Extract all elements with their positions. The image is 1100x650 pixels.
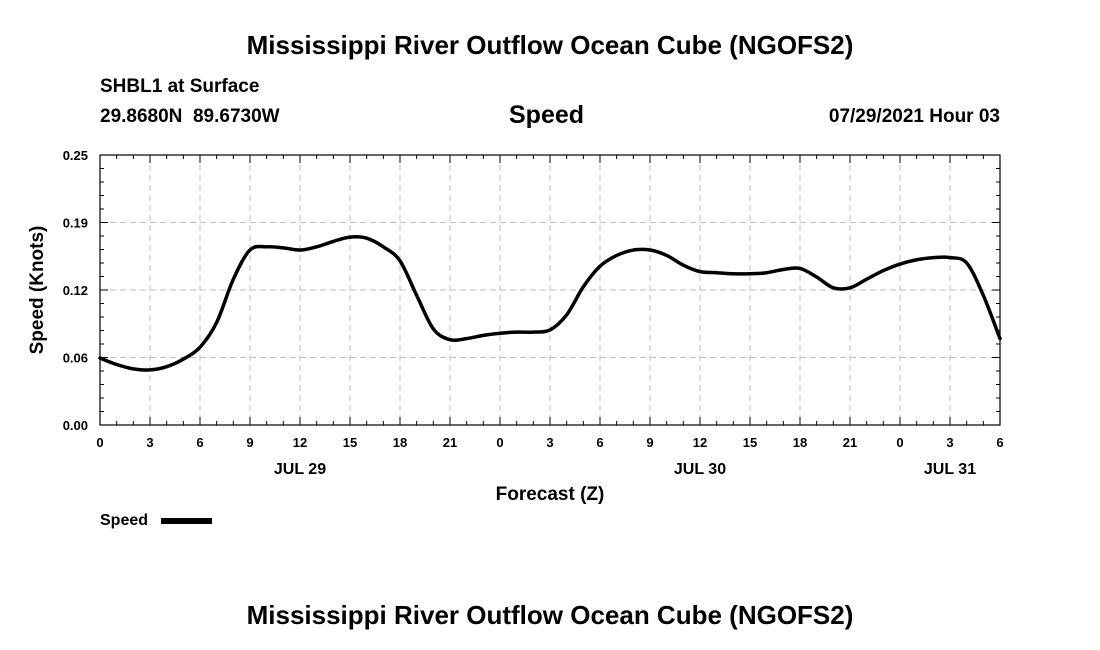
x-tick-label: 6 — [996, 435, 1003, 450]
x-tick-label: 9 — [646, 435, 653, 450]
date-label: JUL 31 — [924, 461, 976, 478]
data-point — [99, 357, 102, 360]
date-label: JUL 29 — [274, 461, 326, 478]
data-point — [665, 254, 668, 257]
coordinates-label: 29.8680N 89.6730W — [100, 106, 280, 127]
data-point — [449, 338, 452, 341]
x-tick-label: 21 — [443, 435, 457, 450]
y-tick-label: 0.06 — [63, 351, 88, 366]
data-point — [282, 246, 285, 249]
series-line-speed — [98, 235, 1002, 372]
data-point — [482, 334, 485, 337]
x-tick-label: 15 — [343, 435, 357, 450]
y-tick-label: 0.25 — [63, 148, 88, 163]
data-point — [732, 272, 735, 275]
datetime-label: 07/29/2021 Hour 03 — [828, 106, 1000, 127]
chart-grid — [100, 155, 1000, 425]
data-point — [549, 328, 552, 331]
data-point — [199, 346, 202, 349]
data-point — [165, 365, 168, 368]
data-point — [299, 249, 302, 252]
data-point — [515, 331, 518, 334]
data-point — [932, 256, 935, 259]
data-point — [132, 367, 135, 370]
data-point — [749, 272, 752, 275]
chart-title: Speed — [509, 101, 585, 129]
x-tick-label: 18 — [393, 435, 407, 450]
data-point — [315, 245, 318, 248]
data-point — [565, 313, 568, 316]
data-point — [599, 265, 602, 268]
date-label: JUL 30 — [674, 461, 726, 478]
data-point — [965, 262, 968, 265]
station-label: SHBL1 at Surface — [100, 76, 260, 97]
data-point — [899, 263, 902, 266]
data-point — [765, 271, 768, 274]
data-point — [915, 258, 918, 261]
chart-ticks — [99, 154, 1001, 426]
data-point — [582, 285, 585, 288]
data-point — [832, 286, 835, 289]
x-axis-label: Forecast (Z) — [496, 484, 605, 505]
data-point — [865, 278, 868, 281]
data-point — [699, 270, 702, 273]
x-tick-label: 3 — [546, 435, 553, 450]
data-point — [432, 327, 435, 330]
page-title-top: Mississippi River Outflow Ocean Cube (NG… — [246, 30, 854, 60]
x-tick-label: 3 — [946, 435, 953, 450]
data-point — [715, 271, 718, 274]
x-tick-label: 12 — [293, 435, 307, 450]
data-point — [465, 337, 468, 340]
data-point — [182, 358, 185, 361]
y-tick-label: 0.19 — [63, 216, 88, 231]
x-tick-label: 0 — [96, 435, 103, 450]
data-point — [415, 294, 418, 297]
x-tick-label: 12 — [693, 435, 707, 450]
x-tick-label: 15 — [743, 435, 757, 450]
data-point — [882, 269, 885, 272]
data-point — [982, 294, 985, 297]
data-point — [115, 363, 118, 366]
legend-label: Speed — [100, 512, 148, 529]
data-point — [365, 237, 368, 240]
x-tick-label: 18 — [793, 435, 807, 450]
y-tick-label: 0.00 — [63, 418, 88, 433]
data-point — [532, 331, 535, 334]
data-point — [999, 337, 1002, 340]
data-point — [799, 267, 802, 270]
plot-frame — [99, 154, 1001, 426]
data-point — [149, 368, 152, 371]
y-tick-label: 0.12 — [63, 283, 88, 298]
data-point — [265, 245, 268, 248]
data-point — [332, 240, 335, 243]
data-point — [399, 259, 402, 262]
data-point — [782, 268, 785, 271]
x-tick-label: 0 — [896, 435, 903, 450]
data-point — [215, 321, 218, 324]
x-tick-label: 6 — [196, 435, 203, 450]
y-axis-label: Speed (Knots) — [27, 226, 48, 355]
data-point — [815, 276, 818, 279]
x-tick-label: 0 — [496, 435, 503, 450]
data-point — [499, 332, 502, 335]
x-tick-label: 21 — [843, 435, 857, 450]
data-point — [949, 256, 952, 259]
x-tick-labels: 0 3 6 9 12 15 18 21 0 3 6 9 12 15 18 21 0 3 6 — [96, 435, 1003, 450]
data-point — [249, 249, 252, 252]
x-tick-label: 3 — [146, 435, 153, 450]
x-tick-label: 9 — [246, 435, 253, 450]
x-tick-label: 6 — [596, 435, 603, 450]
page-title-bottom: Mississippi River Outflow Ocean Cube (NG… — [246, 600, 854, 630]
y-tick-labels: 0.00 0.06 0.12 0.19 0.25 — [63, 148, 88, 433]
data-point — [649, 249, 652, 252]
data-point — [632, 249, 635, 252]
data-point — [615, 254, 618, 257]
data-point — [349, 236, 352, 239]
data-point — [682, 264, 685, 267]
data-point — [849, 286, 852, 289]
data-point — [382, 245, 385, 248]
data-point — [232, 278, 235, 281]
date-labels: JUL 29 JUL 30 JUL 31 — [274, 461, 976, 478]
